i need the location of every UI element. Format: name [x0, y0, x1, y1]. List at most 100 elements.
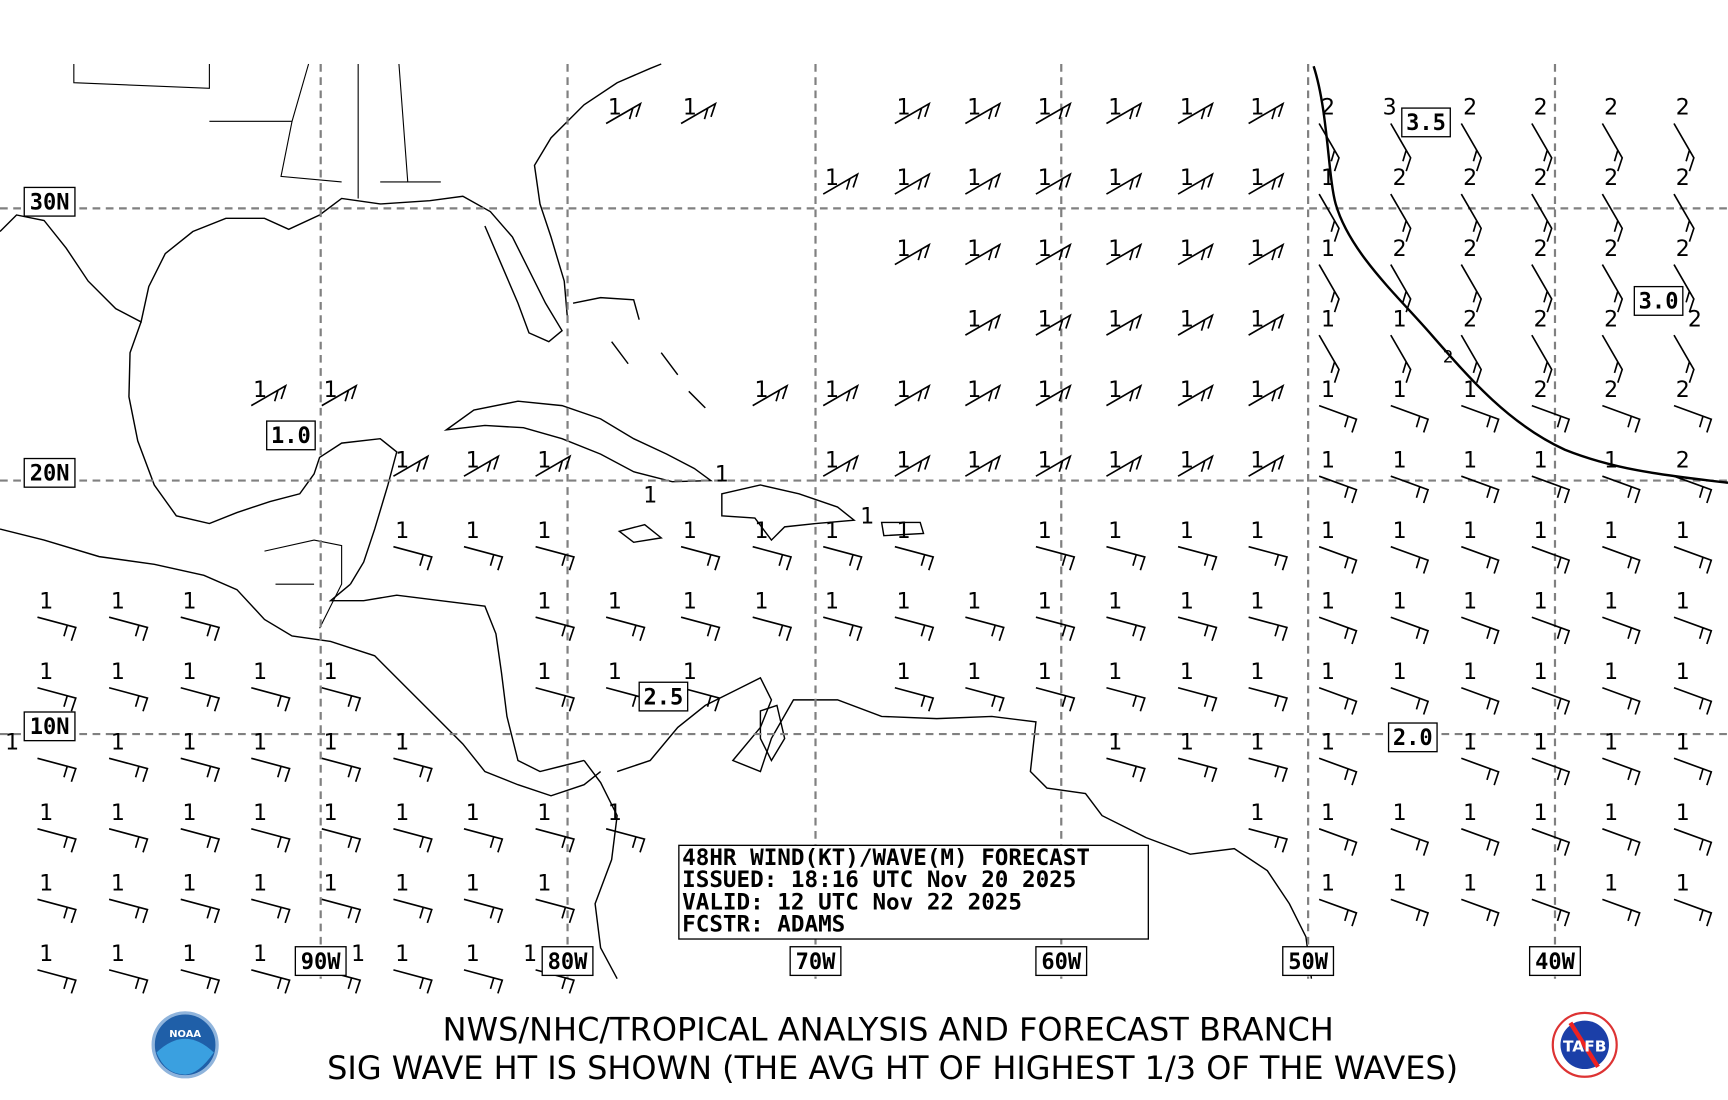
- contour-label-box: [266, 420, 316, 451]
- wind-barb: [1390, 475, 1430, 504]
- info-box: 48HR WIND(KT)/WAVE(M) FORECAST ISSUED: 1…: [678, 844, 1149, 940]
- contour-label: 2.0: [1393, 726, 1433, 751]
- wave-height-value: 1: [1180, 96, 1194, 121]
- wind-barb: [1531, 404, 1571, 433]
- bahamas: [572, 296, 706, 409]
- wave-height-value: 1: [1463, 448, 1477, 473]
- wind-barb: [1177, 545, 1218, 571]
- wind-barb: [180, 686, 221, 712]
- wave-height-value: 1: [1604, 660, 1618, 685]
- wind-barb: [1248, 686, 1288, 712]
- wind-barb: [393, 969, 433, 994]
- wave-height-value: 1: [825, 378, 839, 403]
- wind-barb: [1601, 334, 1624, 383]
- wave-height-value: 1: [715, 463, 729, 488]
- wind-barb: [108, 686, 149, 712]
- wind-barb: [251, 686, 291, 712]
- wave-height-value: 1: [1676, 730, 1690, 755]
- wave-height-value: 1: [1108, 378, 1122, 403]
- tafb-logo-text: TAFB: [1563, 1037, 1607, 1055]
- wind-barb: [1390, 264, 1412, 313]
- wind-barb: [1318, 616, 1358, 645]
- wind-barb: [680, 101, 717, 125]
- wave-height-value: 1: [1180, 519, 1194, 544]
- wind-barb: [1248, 242, 1285, 266]
- wind-barb: [1602, 475, 1641, 504]
- wave-height-value: 1: [1463, 519, 1477, 544]
- wave-height-value: 1: [967, 96, 981, 121]
- wind-barb: [1602, 828, 1641, 856]
- wind-barb: [1248, 828, 1288, 853]
- wave-height-value: 1: [395, 519, 409, 544]
- wind-barb: [752, 383, 789, 407]
- cuba: [443, 400, 713, 483]
- wave-height-value: 1: [1321, 872, 1335, 897]
- wave-height-value: 1: [111, 730, 125, 755]
- wave-height-value: 1: [683, 589, 697, 614]
- wave-height-value: 1: [1676, 589, 1690, 614]
- wave-height-value: 1: [111, 801, 125, 826]
- wave-height-value: 1: [1534, 660, 1548, 685]
- wind-barb: [1531, 757, 1571, 786]
- lon-label: 50W: [1288, 950, 1329, 975]
- wave-height-value: 1: [1463, 730, 1477, 755]
- wind-barb: [1460, 264, 1483, 313]
- wave-height-value: 2: [1604, 307, 1618, 332]
- wind-barb: [1461, 545, 1500, 574]
- wave-height-value: 1: [897, 96, 911, 121]
- wind-barb: [1177, 616, 1218, 641]
- wind-barb: [894, 616, 935, 641]
- wave-height-value: 1: [1604, 872, 1618, 897]
- wave-height-value: 1: [1463, 801, 1477, 826]
- wind-barb: [1673, 264, 1695, 313]
- wave-height-value: 1: [825, 519, 839, 544]
- south-america-coast: [583, 676, 1313, 980]
- wave-height-value: 1: [1250, 307, 1264, 332]
- wind-barb: [1673, 757, 1713, 786]
- wind-barb: [1318, 193, 1340, 242]
- wind-barb: [463, 454, 500, 477]
- wave-height-value: 1: [1321, 519, 1335, 544]
- wave-height-value: 1: [1393, 448, 1407, 473]
- wind-barb: [823, 616, 863, 641]
- wind-barb: [1035, 383, 1072, 407]
- contour-label-box: [638, 681, 689, 712]
- wave-height-value: 1: [183, 942, 197, 967]
- wind-barb: [964, 313, 1002, 336]
- wind-barb: [321, 898, 362, 924]
- wave-height-value: 1: [1108, 96, 1122, 121]
- wind-barb: [37, 686, 77, 712]
- wave-height-value: 2: [1463, 96, 1477, 121]
- wave-height-value: 1: [1534, 589, 1548, 614]
- wave-height-value: 1: [1534, 519, 1548, 544]
- wave-height-value: 1: [324, 872, 338, 897]
- mexico-pacific-coast: [0, 528, 602, 797]
- wave-height-value: 1: [1534, 872, 1548, 897]
- wind-barb: [393, 828, 433, 853]
- wave-height-value: 1: [897, 519, 911, 544]
- wind-barb: [1673, 686, 1713, 715]
- wind-barb: [1035, 616, 1076, 641]
- wave-height-value: 2: [1463, 307, 1477, 332]
- wind-barb: [1035, 242, 1072, 266]
- wave-height-value: 1: [825, 166, 839, 191]
- wind-barb: [1390, 404, 1430, 433]
- info-title: 48HR WIND(KT)/WAVE(M) FORECAST: [682, 845, 1090, 871]
- wave-height-value: 1: [1393, 307, 1407, 332]
- wind-barb: [1602, 404, 1641, 433]
- wave-height-value: 1: [897, 589, 911, 614]
- wind-barb: [1461, 404, 1500, 433]
- wave-height-value: 1: [1250, 166, 1264, 191]
- wave-height-value: 1: [897, 378, 911, 403]
- wave-height-value: 1: [1393, 378, 1407, 403]
- lat-label: 30N: [30, 190, 70, 215]
- wind-barb: [1673, 828, 1713, 856]
- wave-height-value: 1: [1038, 589, 1052, 614]
- wind-barb: [535, 898, 575, 924]
- wave-height-value: 1: [754, 378, 768, 403]
- wind-barb: [894, 172, 931, 195]
- axis-labels: 30N 20N 10N 90W 80W 70W 60W 50W 40W: [23, 186, 1581, 977]
- contour-label-box: [1387, 722, 1438, 753]
- wave-height-value: 2: [1604, 96, 1618, 121]
- wind-barb: [535, 616, 575, 641]
